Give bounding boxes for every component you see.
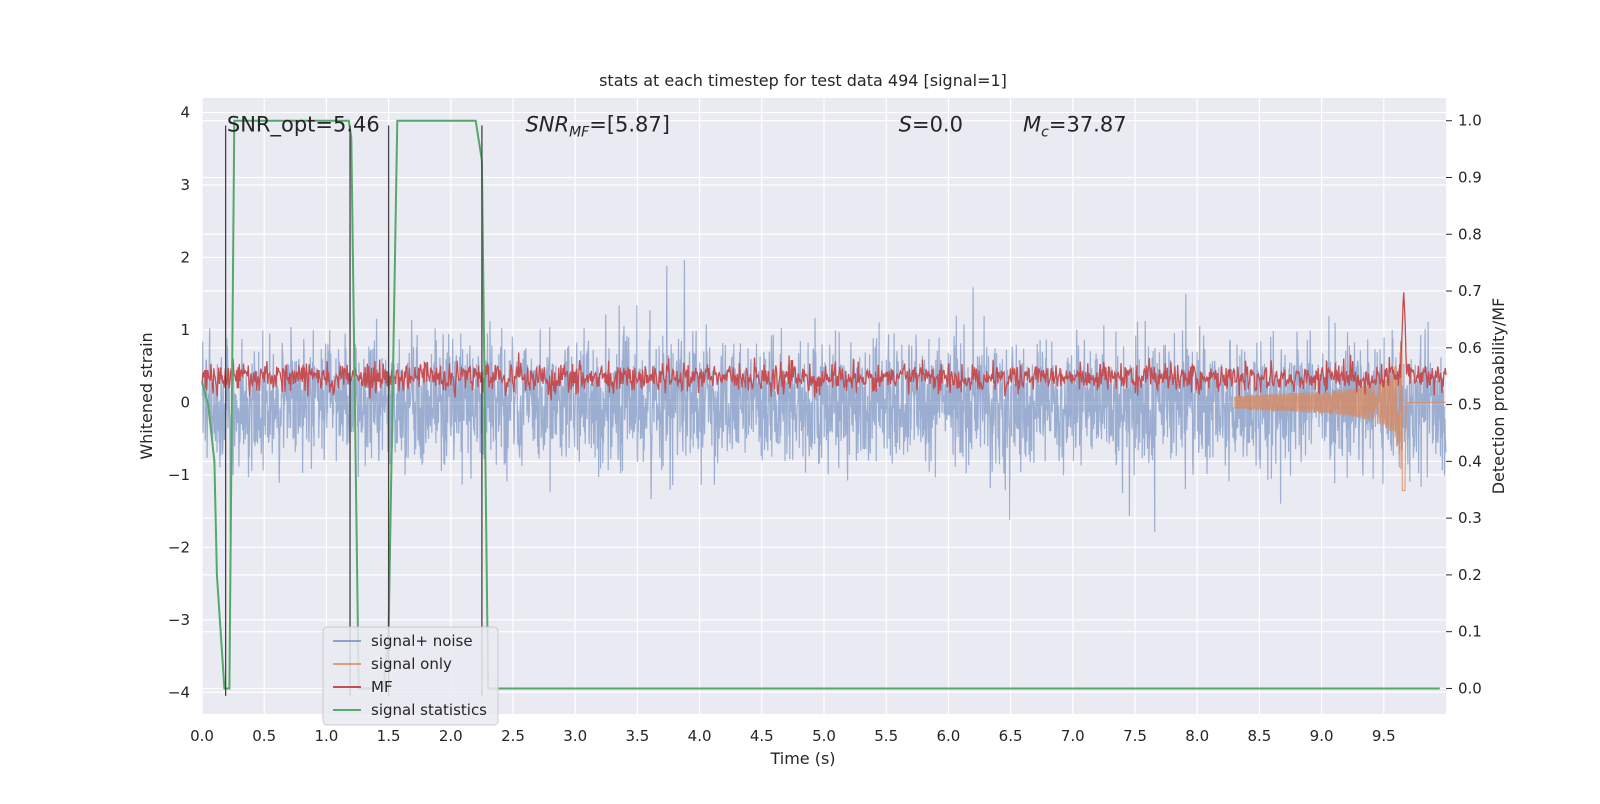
x-tick-label: 8.5 — [1247, 727, 1271, 745]
x-tick-label: 2.5 — [501, 727, 525, 745]
y-tick-label: 3 — [180, 176, 190, 194]
x-tick-label: 4.5 — [750, 727, 774, 745]
legend-entry: signal only — [371, 655, 452, 673]
series-mf — [201, 292, 1447, 401]
right-y-tick-label: 0.4 — [1458, 452, 1482, 470]
x-axis-label: Time (s) — [769, 749, 835, 768]
x-tick-label: 2.0 — [439, 727, 463, 745]
annotation-text: Mc=37.87 — [1023, 112, 1127, 140]
series-layer — [201, 119, 1447, 690]
series-signal-statistics — [201, 119, 1440, 690]
right-y-tick-label: 0.0 — [1458, 679, 1482, 697]
x-tick-label: 7.5 — [1123, 727, 1147, 745]
right-y-axis-label: Detection probability/MF — [1489, 298, 1508, 495]
x-tick-label: 7.0 — [1061, 727, 1085, 745]
x-tick-label: 0.0 — [190, 727, 214, 745]
annotation-text: SNR_opt=5.46 — [227, 112, 380, 137]
y-tick-label: −2 — [168, 538, 190, 556]
right-y-tick-label: 0.8 — [1458, 225, 1482, 243]
x-tick-label: 8.0 — [1185, 727, 1209, 745]
right-y-tick-label: 0.1 — [1458, 623, 1482, 641]
right-y-tick-label: 1.0 — [1458, 112, 1482, 130]
x-tick-label: 0.5 — [252, 727, 276, 745]
x-tick-label: 1.5 — [377, 727, 401, 745]
y-tick-label: 4 — [180, 103, 190, 121]
right-y-tick-label: 0.5 — [1458, 396, 1482, 414]
x-tick-label: 6.5 — [999, 727, 1023, 745]
chart-title: stats at each timestep for test data 494… — [599, 71, 1007, 90]
x-tick-label: 9.0 — [1310, 727, 1334, 745]
x-tick-label: 3.5 — [625, 727, 649, 745]
x-tick-label: 9.5 — [1372, 727, 1396, 745]
y-tick-label: 2 — [180, 248, 190, 266]
right-y-tick-label: 0.3 — [1458, 509, 1482, 527]
y-tick-label: 0 — [180, 393, 190, 411]
x-tick-label: 5.5 — [874, 727, 898, 745]
annotation-text: S=0.0 — [899, 112, 963, 136]
right-y-tick-label: 0.2 — [1458, 566, 1482, 584]
right-y-tick-label: 0.9 — [1458, 168, 1482, 186]
x-axis-ticks: 0.0 0.5 1.0 1.5 2.0 2.5 3.0 3.5 4.0 4.5 5.0 5.5 6.0 6… — [190, 727, 1396, 745]
y-tick-label: −1 — [168, 466, 190, 484]
x-tick-label: 4.0 — [688, 727, 712, 745]
annotation-text: SNRMF=[5.87] — [525, 112, 670, 140]
legend-entry: signal+ noise — [371, 632, 473, 650]
x-tick-label: 6.0 — [936, 727, 960, 745]
y-tick-label: 1 — [180, 321, 190, 339]
right-y-tick-label: 0.6 — [1458, 339, 1482, 357]
x-tick-label: 5.0 — [812, 727, 836, 745]
legend-entry: signal statistics — [371, 701, 487, 719]
vertical-markers — [224, 125, 483, 696]
annotations: SNR_opt=5.46 SNRMF=[5.87] S=0.0 Mc=37.87 — [227, 112, 1127, 140]
series-signal-only — [1233, 336, 1446, 492]
y-tick-label: −4 — [168, 683, 190, 701]
y-tick-label: −3 — [168, 611, 190, 629]
y-axis-ticks: −4 −3 −2 −1 0 1 2 3 4 — [168, 103, 190, 701]
legend: signal+ noise signal only MF signal statist… — [322, 626, 499, 726]
legend-entry: MF — [371, 678, 393, 696]
x-tick-label: 1.0 — [314, 727, 338, 745]
right-y-axis-ticks: 0.0 0.1 0.2 0.3 0.4 0.5 0.6 0.7 0.8 0.9 1.0 — [1446, 112, 1482, 697]
legend-box — [322, 626, 499, 726]
x-tick-label: 3.0 — [563, 727, 587, 745]
y-axis-label: Whitened strain — [137, 332, 156, 459]
right-y-tick-label: 0.7 — [1458, 282, 1482, 300]
